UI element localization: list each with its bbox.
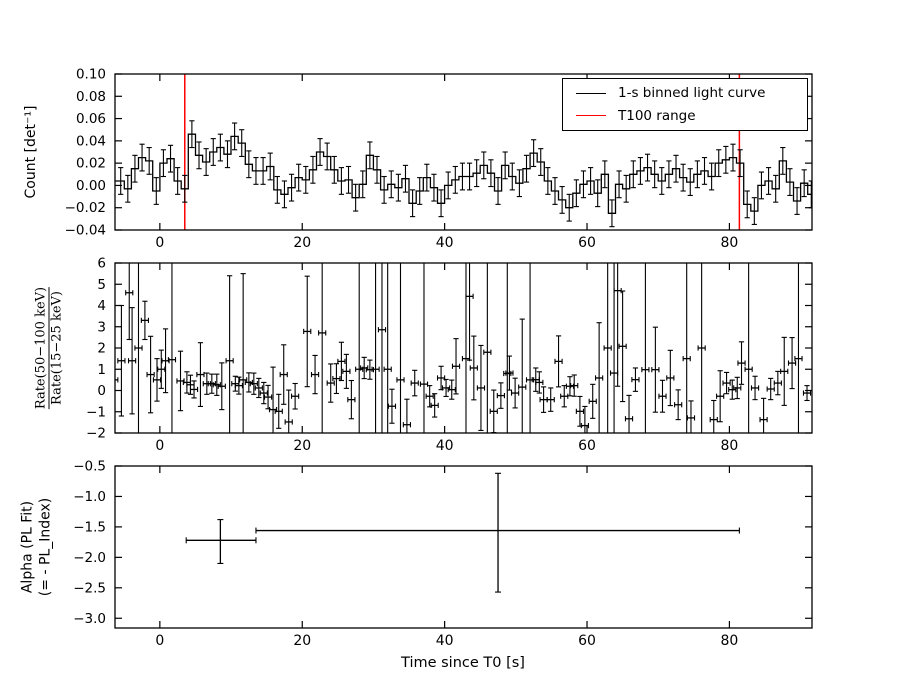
panel-1-frame	[114, 73, 813, 231]
x-tick-label: 20	[293, 438, 311, 454]
y-tick-label: −3.0	[73, 611, 106, 627]
alpha-label-line1: Alpha (PL Fit)	[19, 500, 36, 594]
x-tick-label: 80	[720, 235, 738, 251]
x-tick-label: 40	[436, 438, 454, 454]
y-tick-label: 5	[97, 277, 106, 293]
x-tick-label: 80	[720, 633, 738, 649]
x-axis-label: Time since T0 [s]	[401, 655, 525, 671]
y-tick-label: −1	[86, 404, 106, 420]
x-tick-label: 60	[578, 438, 596, 454]
x-tick-label: 0	[155, 438, 164, 454]
ratio-numerator: Rate(50−100 keV)	[33, 286, 49, 410]
x-tick-label: 0	[155, 633, 164, 649]
x-tick-label: 60	[578, 633, 596, 649]
legend-label-lightcurve: 1-s binned light curve	[618, 85, 766, 102]
y-tick-label: −0.02	[65, 200, 106, 216]
y-tick-label: −2	[86, 426, 106, 442]
middle-panel-y-axis-label: Rate(50−100 keV) Rate(15−25 keV)	[33, 286, 65, 410]
y-tick-label: 6	[97, 256, 106, 272]
legend-entry-lightcurve: 1-s binned light curve	[563, 85, 807, 101]
y-tick-label: 4	[97, 298, 106, 314]
panel-2-data	[115, 263, 812, 433]
top-panel-y-axis-label: Count [det⁻¹]	[23, 105, 39, 199]
y-tick-label: −1.5	[73, 519, 106, 535]
x-tick-label: 0	[155, 235, 164, 251]
y-tick-label: −0.04	[65, 223, 106, 239]
x-tick-label: 40	[436, 235, 454, 251]
legend-entry-t100: T100 range	[563, 108, 807, 124]
x-tick-label: 40	[436, 633, 454, 649]
panel-3-frame	[114, 465, 813, 629]
step-light-curve	[115, 133, 812, 214]
y-tick-label: 0.04	[76, 133, 106, 149]
panel-1-data	[115, 74, 812, 230]
red-line-sample	[576, 115, 606, 117]
legend-box: 1-s binned light curve T100 range	[562, 78, 808, 131]
y-tick-label: 2	[97, 341, 106, 357]
x-tick-label: 20	[293, 633, 311, 649]
y-tick-label: 0.00	[76, 178, 106, 194]
y-tick-label: 0.08	[76, 89, 106, 105]
x-tick-label: 60	[578, 235, 596, 251]
panel-2-frame	[114, 262, 813, 434]
y-tick-label: 0.02	[76, 156, 106, 172]
x-tick-label: 80	[720, 438, 738, 454]
ratio-denominator: Rate(15−25 keV)	[48, 286, 65, 410]
panel-3-data	[185, 472, 740, 593]
y-tick-label: 0	[97, 383, 106, 399]
y-tick-label: −2.0	[73, 550, 106, 566]
black-line-sample	[576, 92, 606, 94]
y-tick-label: 0.06	[76, 111, 106, 127]
alpha-label-line2: (= - PL_Index)	[37, 497, 53, 597]
y-tick-label: 3	[97, 319, 106, 335]
y-tick-label: −1.0	[73, 489, 106, 505]
x-tick-label: 20	[293, 235, 311, 251]
y-tick-label: −2.5	[73, 580, 106, 596]
y-tick-label: 1	[97, 362, 106, 378]
bottom-panel-y-axis-label: Alpha (PL Fit) (= - PL_Index)	[20, 498, 55, 596]
y-tick-label: −0.5	[73, 459, 106, 475]
legend-label-t100: T100 range	[618, 107, 696, 124]
y-tick-label: 0.10	[76, 67, 106, 83]
